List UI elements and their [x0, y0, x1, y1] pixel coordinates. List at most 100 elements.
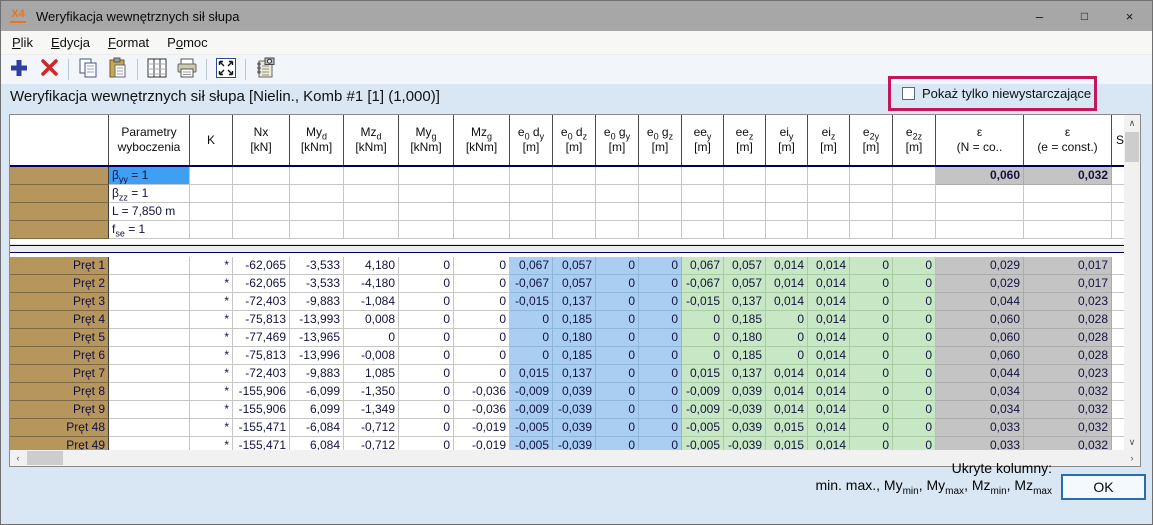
table-cell[interactable]: 0,014 [766, 365, 808, 383]
table-cell[interactable]: -13,965 [290, 329, 344, 347]
row-header[interactable]: Pręt 49 [10, 437, 109, 450]
table-cell[interactable] [639, 203, 682, 221]
table-cell[interactable]: -0,005 [682, 419, 724, 437]
table-cell[interactable] [893, 203, 936, 221]
table-cell[interactable]: -0,039 [553, 401, 596, 419]
table-cell[interactable]: 0,060 [936, 347, 1024, 365]
table-cell[interactable] [399, 167, 454, 185]
table-cell[interactable] [893, 167, 936, 185]
table-cell[interactable] [1112, 419, 1124, 437]
table-cell[interactable]: 0 [399, 311, 454, 329]
table-cell[interactable]: 0,015 [766, 419, 808, 437]
table-cell[interactable]: * [190, 347, 233, 365]
table-cell[interactable]: 0,014 [808, 293, 850, 311]
table-cell[interactable]: 0,014 [766, 257, 808, 275]
table-cell[interactable]: 0 [766, 347, 808, 365]
table-cell[interactable]: 0,044 [936, 293, 1024, 311]
table-cell[interactable]: 0,137 [724, 365, 766, 383]
table-cell[interactable] [344, 203, 399, 221]
table-cell[interactable]: 0,033 [936, 419, 1024, 437]
table-cell[interactable]: 0 [596, 257, 639, 275]
table-cell[interactable] [850, 221, 893, 239]
table-cell[interactable]: -62,065 [233, 257, 290, 275]
table-cell[interactable] [454, 185, 510, 203]
table-cell[interactable]: 0 [399, 257, 454, 275]
table-cell[interactable]: 0 [596, 419, 639, 437]
table-cell[interactable]: -13,996 [290, 347, 344, 365]
table-cell[interactable]: 0 [893, 419, 936, 437]
table-cell[interactable] [808, 221, 850, 239]
table-cell[interactable] [724, 185, 766, 203]
row-header[interactable]: Pręt 8 [10, 383, 109, 401]
table-cell[interactable]: 0,033 [936, 437, 1024, 450]
table-cell[interactable]: -0,019 [454, 437, 510, 450]
table-cell[interactable]: 0,008 [344, 311, 399, 329]
table-cell[interactable]: -0,067 [510, 275, 553, 293]
table-cell[interactable]: 0 [682, 311, 724, 329]
table-cell[interactable] [724, 221, 766, 239]
table-cell[interactable] [233, 167, 290, 185]
table-cell[interactable]: -3,533 [290, 257, 344, 275]
table-cell[interactable]: 0 [682, 329, 724, 347]
param-cell[interactable]: L = 7,850 m [109, 203, 190, 221]
table-cell[interactable]: 0 [893, 365, 936, 383]
table-cell[interactable]: -0,015 [510, 293, 553, 311]
table-cell[interactable] [766, 221, 808, 239]
table-cell[interactable]: 0,014 [808, 311, 850, 329]
table-cell[interactable]: -75,813 [233, 311, 290, 329]
table-cell[interactable]: 0,032 [1024, 167, 1112, 185]
table-cell[interactable]: 0 [639, 383, 682, 401]
table-cell[interactable]: 0,180 [724, 329, 766, 347]
table-cell[interactable]: -1,084 [344, 293, 399, 311]
table-cell[interactable]: -13,993 [290, 311, 344, 329]
table-cell[interactable] [596, 185, 639, 203]
table-cell[interactable] [454, 221, 510, 239]
table-cell[interactable]: -0,039 [553, 437, 596, 450]
table-cell[interactable]: -0,009 [682, 383, 724, 401]
table-cell[interactable]: 0,034 [936, 401, 1024, 419]
table-cell[interactable]: 4,180 [344, 257, 399, 275]
table-cell[interactable] [344, 185, 399, 203]
table-cell[interactable]: 0,180 [553, 329, 596, 347]
table-cell[interactable]: 0,029 [936, 275, 1024, 293]
table-cell[interactable] [766, 185, 808, 203]
table-cell[interactable]: 6,099 [290, 401, 344, 419]
table-cell[interactable] [190, 167, 233, 185]
table-cell[interactable] [109, 419, 190, 437]
table-cell[interactable]: 0,017 [1024, 257, 1112, 275]
table-cell[interactable]: 0,014 [808, 437, 850, 450]
table-cell[interactable]: 0 [596, 275, 639, 293]
minimize-button[interactable]: – [1035, 8, 1044, 24]
table-cell[interactable]: 0,015 [510, 365, 553, 383]
table-cell[interactable] [233, 185, 290, 203]
table-cell[interactable]: 0,060 [936, 311, 1024, 329]
table-cell[interactable]: 0,039 [553, 383, 596, 401]
table-cell[interactable]: 0 [850, 347, 893, 365]
table-cell[interactable] [1112, 437, 1124, 450]
table-cell[interactable] [936, 203, 1024, 221]
table-cell[interactable] [190, 185, 233, 203]
table-cell[interactable] [510, 221, 553, 239]
table-cell[interactable]: 0 [399, 347, 454, 365]
table-cell[interactable]: -6,084 [290, 419, 344, 437]
horizontal-scrollbar-thumb[interactable] [27, 451, 63, 465]
table-cell[interactable] [109, 347, 190, 365]
table-cell[interactable]: -0,009 [682, 401, 724, 419]
horizontal-scrollbar[interactable]: ‹ › [10, 450, 1140, 466]
table-cell[interactable]: * [190, 257, 233, 275]
row-header[interactable]: Pręt 4 [10, 311, 109, 329]
ok-button[interactable]: OK [1061, 474, 1146, 500]
vertical-scrollbar-thumb[interactable] [1125, 132, 1139, 162]
row-header[interactable] [10, 221, 109, 239]
table-cell[interactable] [596, 167, 639, 185]
table-cell[interactable]: 0,039 [724, 383, 766, 401]
table-cell[interactable] [936, 185, 1024, 203]
row-header[interactable] [10, 185, 109, 203]
table-cell[interactable]: -0,712 [344, 419, 399, 437]
table-cell[interactable]: 0 [682, 347, 724, 365]
table-cell[interactable]: 0,039 [724, 419, 766, 437]
vertical-scrollbar[interactable]: ∧ ∨ [1124, 115, 1140, 450]
table-cell[interactable] [109, 329, 190, 347]
table-cell[interactable]: 0 [399, 383, 454, 401]
table-cell[interactable] [1112, 329, 1124, 347]
